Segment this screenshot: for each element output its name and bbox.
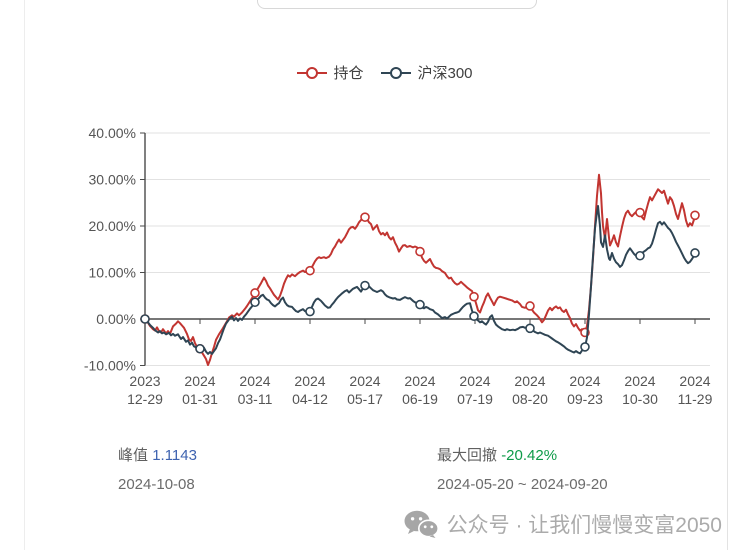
legend-item-csi300[interactable]: 沪深300	[381, 62, 473, 83]
svg-text:40.00%: 40.00%	[89, 125, 136, 141]
watermark-text: 公众号 · 让我们慢慢变富2050	[446, 514, 722, 537]
wechat-icon	[404, 510, 438, 538]
legend-label-holdings: 持仓	[333, 65, 364, 82]
legend-label-csi300: 沪深300	[417, 65, 473, 82]
right-border-line	[727, 0, 728, 550]
legend-item-holdings[interactable]: 持仓	[297, 62, 363, 83]
svg-text:30.00%: 30.00%	[89, 172, 136, 188]
left-border-line	[24, 0, 25, 550]
watermark: 公众号 · 让我们慢慢变富2050	[404, 509, 722, 539]
performance-line-chart[interactable]: 40.00% 30.00% 20.00% 10.00% 0.00% -10.00%2023…	[0, 0, 746, 420]
peak-stat: 峰值 1.1143 2024-10-08	[118, 444, 197, 497]
drawdown-label: 最大回撤	[437, 447, 498, 464]
legend-marker-holdings-icon	[297, 66, 328, 79]
svg-text:0.00%: 0.00%	[96, 311, 136, 327]
drawdown-range: 2024-05-20 ~ 2024-09-20	[437, 476, 608, 493]
drawdown-stat: 最大回撤 -20.42% 2024-05-20 ~ 2024-09-20	[437, 444, 608, 497]
svg-text:20.00%: 20.00%	[89, 218, 136, 234]
svg-text:-10.00%: -10.00%	[84, 358, 136, 374]
peak-date: 2024-10-08	[118, 476, 195, 493]
peak-label: 峰值	[118, 447, 149, 464]
legend-marker-csi300-icon	[381, 66, 412, 79]
chart-legend: 持仓 沪深300	[12, 62, 746, 83]
svg-text:10.00%: 10.00%	[89, 265, 136, 281]
peak-value: 1.1143	[152, 447, 197, 464]
drawdown-value: -20.42%	[501, 447, 558, 464]
